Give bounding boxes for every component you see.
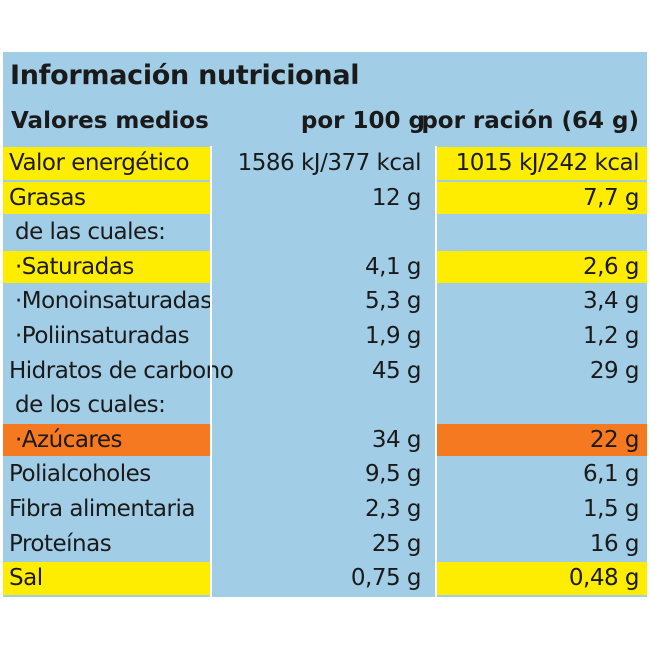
row-label: ·Monoinsaturadas [15,288,212,315]
row-label: ·Poliinsaturadas [15,322,190,349]
row-highlight [437,181,647,215]
row-highlight [437,147,647,180]
row-label: Grasas [9,184,86,211]
table-row: Sal 0,75 g 0,48 g [3,561,647,596]
row-value-per100: 1,9 g [365,322,422,349]
row-value-serving: 3,4 g [583,288,640,315]
nutrition-panel [3,52,647,597]
row-highlight [3,423,211,457]
table-row: de los cuales: [3,388,647,423]
row-value-per100: 0,75 g [350,565,422,592]
row-highlight [437,562,647,595]
row-label: de las cuales: [15,219,166,246]
table-row: ·Monoinsaturadas 5,3 g 3,4 g [3,284,647,319]
row-label: de los cuales: [15,392,166,419]
row-label: Fibra alimentaria [9,495,195,522]
table-row: Valor energético 1586 kJ/377 kcal 1015 kJ/… [3,146,647,181]
row-value-serving: 16 g [589,530,640,557]
row-highlight [3,181,211,215]
row-value-serving: 2,6 g [583,253,640,280]
row-value-per100: 45 g [371,357,422,384]
row-label: ·Azúcares [15,426,123,453]
row-value-per100: 2,3 g [365,495,422,522]
table-row: de las cuales: [3,215,647,250]
row-value-serving: 1015 kJ/242 kcal [455,150,640,176]
row-value-per100: 9,5 g [365,461,422,488]
table-row: ·Azúcares 34 g 22 g [3,423,647,458]
row-label: Sal [9,565,43,592]
row-value-serving: 1,5 g [583,495,640,522]
page-title: Información nutricional [10,60,360,91]
row-highlight [437,250,647,284]
table-row: Hidratos de carbono 45 g 29 g [3,354,647,389]
row-value-serving: 0,48 g [568,565,640,592]
row-label: Proteínas [9,530,112,557]
row-value-serving: 29 g [589,357,640,384]
row-highlight [3,147,211,180]
nutrition-table: Valor energético 1586 kJ/377 kcal 1015 kJ/… [3,146,647,596]
table-row: ·Saturadas 4,1 g 2,6 g [3,250,647,285]
row-label: Hidratos de carbono [9,357,234,384]
row-value-per100: 1586 kJ/377 kcal [237,150,422,176]
row-value-serving: 7,7 g [583,184,640,211]
row-label: Polialcoholes [9,461,151,488]
row-highlight [437,423,647,457]
table-row: Proteínas 25 g 16 g [3,527,647,562]
header-per100: por 100 g [300,108,425,134]
row-value-per100: 34 g [371,426,422,453]
table-row: Grasas 12 g 7,7 g [3,181,647,216]
row-highlight [3,250,211,284]
table-header: Valores medios por 100 g por ración (64 … [3,102,647,140]
row-value-serving: 6,1 g [583,461,640,488]
column-divider [435,146,437,597]
row-value-per100: 25 g [371,530,422,557]
row-value-per100: 12 g [371,184,422,211]
column-divider [210,146,212,597]
row-value-serving: 22 g [589,426,640,453]
row-value-serving: 1,2 g [583,322,640,349]
row-label: ·Saturadas [15,253,134,280]
header-label: Valores medios [11,108,209,134]
table-row: Fibra alimentaria 2,3 g 1,5 g [3,492,647,527]
table-row: Polialcoholes 9,5 g 6,1 g [3,457,647,492]
table-row: ·Poliinsaturadas 1,9 g 1,2 g [3,319,647,354]
row-highlight [3,562,211,595]
row-label: Valor energético [9,150,190,176]
row-value-per100: 4,1 g [365,253,422,280]
row-value-per100: 5,3 g [365,288,422,315]
header-serving: por ración (64 g) [421,108,639,134]
